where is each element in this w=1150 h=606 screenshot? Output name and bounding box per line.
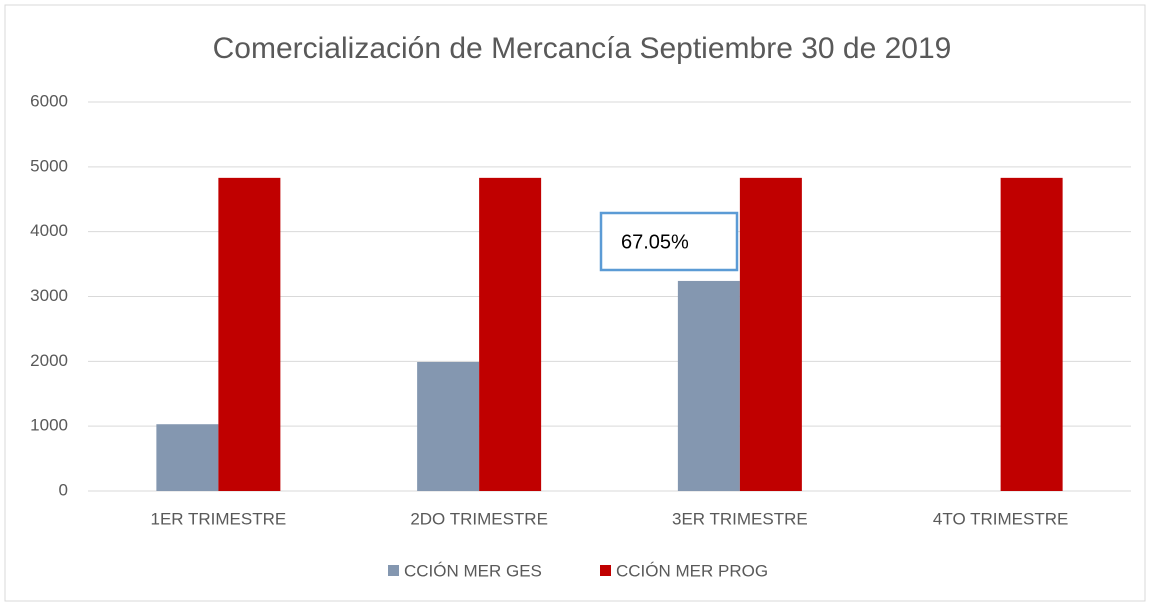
bar	[218, 177, 281, 492]
legend-label: CCIÓN MER GES	[404, 561, 542, 580]
bar	[1000, 177, 1063, 492]
legend-swatch	[600, 565, 611, 576]
annotation-box	[599, 211, 739, 272]
x-tick-label: 4TO TRIMESTRE	[933, 509, 1068, 528]
bar	[739, 177, 802, 492]
y-tick-label: 2000	[30, 351, 68, 370]
y-tick-label: 4000	[30, 221, 68, 240]
y-tick-label: 6000	[30, 91, 68, 110]
y-tick-label: 3000	[30, 286, 68, 305]
legend-label: CCIÓN MER PROG	[616, 561, 768, 580]
y-tick-label: 0	[59, 480, 68, 499]
annotation: 67.05%	[621, 231, 689, 253]
bar	[479, 177, 542, 492]
x-tick-label: 3ER TRIMESTRE	[672, 509, 808, 528]
legend-swatch	[388, 565, 399, 576]
bar	[417, 361, 480, 491]
y-tick-label: 1000	[30, 416, 68, 435]
bar	[677, 280, 740, 491]
plot-area: 0 1000 2000 3000 4000 5000 6000 1ER TRIMESTRE 2D…	[30, 91, 1131, 580]
y-tick-label: 5000	[30, 156, 68, 175]
bar	[156, 424, 219, 491]
x-tick-label: 2DO TRIMESTRE	[410, 509, 548, 528]
chart-border	[4, 4, 1146, 602]
x-tick-label: 1ER TRIMESTRE	[151, 509, 287, 528]
chart-title: Comercialización de Mercancía Septiembre…	[213, 32, 952, 65]
